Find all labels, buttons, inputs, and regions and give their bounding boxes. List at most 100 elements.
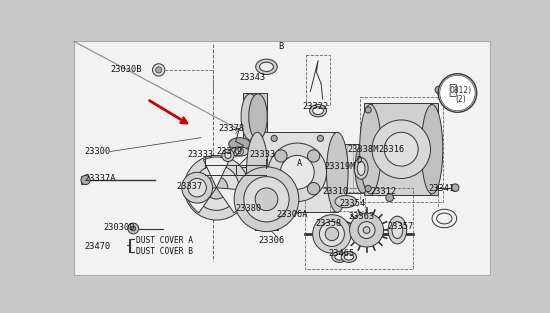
Circle shape <box>307 182 320 195</box>
Circle shape <box>131 226 135 231</box>
Bar <box>364 182 372 195</box>
Text: 23300: 23300 <box>84 147 110 156</box>
Bar <box>364 103 372 117</box>
Circle shape <box>363 227 370 233</box>
Text: 23306: 23306 <box>258 236 284 244</box>
Text: A: A <box>297 159 302 167</box>
Ellipse shape <box>256 59 277 74</box>
Ellipse shape <box>260 62 273 71</box>
Text: 23338M: 23338M <box>348 146 379 155</box>
Circle shape <box>184 155 249 220</box>
Text: 23470: 23470 <box>84 243 110 252</box>
Circle shape <box>236 148 243 155</box>
Text: 23358: 23358 <box>315 219 341 228</box>
Circle shape <box>182 172 213 203</box>
Text: 23378: 23378 <box>219 124 245 133</box>
Ellipse shape <box>312 107 323 115</box>
Circle shape <box>312 215 351 253</box>
Ellipse shape <box>335 195 356 208</box>
Bar <box>301 144 363 193</box>
Circle shape <box>271 135 277 141</box>
Circle shape <box>451 184 459 192</box>
Ellipse shape <box>332 252 348 262</box>
Circle shape <box>194 165 239 210</box>
Ellipse shape <box>310 105 327 117</box>
Text: 23319M: 23319M <box>324 162 356 172</box>
Ellipse shape <box>355 144 371 193</box>
Circle shape <box>205 177 228 199</box>
Text: 23322: 23322 <box>302 102 329 111</box>
Text: 23030B: 23030B <box>110 65 142 74</box>
Bar <box>243 93 267 141</box>
Circle shape <box>325 227 339 241</box>
Text: (2): (2) <box>455 95 466 104</box>
Ellipse shape <box>249 94 267 140</box>
Text: 23354: 23354 <box>340 199 366 208</box>
Text: 23379: 23379 <box>217 147 243 156</box>
Bar <box>257 132 338 212</box>
Circle shape <box>128 223 139 234</box>
Ellipse shape <box>294 144 309 193</box>
Circle shape <box>438 74 477 112</box>
Ellipse shape <box>364 161 373 176</box>
Wedge shape <box>186 188 217 213</box>
Text: 23312: 23312 <box>371 187 397 196</box>
Circle shape <box>350 213 383 247</box>
Text: 23380: 23380 <box>236 204 262 213</box>
Ellipse shape <box>392 222 403 239</box>
Bar <box>431 182 438 195</box>
Circle shape <box>255 188 278 211</box>
Text: 23316: 23316 <box>378 146 404 155</box>
Text: DUST COVER B: DUST COVER B <box>136 247 194 256</box>
Text: 23333: 23333 <box>187 150 213 159</box>
Circle shape <box>156 67 162 73</box>
Circle shape <box>435 86 443 94</box>
Ellipse shape <box>354 158 368 179</box>
Text: B: B <box>278 42 283 51</box>
Text: 23306A: 23306A <box>277 210 308 219</box>
Ellipse shape <box>344 254 354 260</box>
Text: 23363: 23363 <box>349 212 375 221</box>
Ellipse shape <box>358 162 365 175</box>
Circle shape <box>268 143 327 202</box>
Ellipse shape <box>230 147 249 156</box>
Ellipse shape <box>246 132 268 212</box>
Ellipse shape <box>285 161 294 176</box>
Circle shape <box>275 182 287 195</box>
Circle shape <box>320 221 344 246</box>
Ellipse shape <box>421 105 443 194</box>
Circle shape <box>222 149 234 162</box>
Text: 23341: 23341 <box>428 184 454 193</box>
Ellipse shape <box>388 216 406 244</box>
Bar <box>306 54 331 105</box>
Ellipse shape <box>327 132 348 212</box>
Circle shape <box>384 132 418 166</box>
Text: 23343: 23343 <box>240 73 266 82</box>
Circle shape <box>365 107 371 113</box>
Ellipse shape <box>341 252 356 262</box>
Text: 23030D: 23030D <box>103 223 135 232</box>
Circle shape <box>225 152 231 158</box>
Bar <box>431 103 438 117</box>
Bar <box>234 167 299 178</box>
Bar <box>371 103 432 195</box>
Text: 23337: 23337 <box>177 182 202 191</box>
Circle shape <box>317 135 323 141</box>
Ellipse shape <box>229 138 250 150</box>
Ellipse shape <box>241 94 260 140</box>
Circle shape <box>81 175 90 185</box>
Text: D: D <box>356 156 362 165</box>
Circle shape <box>307 150 320 162</box>
Text: 23337A: 23337A <box>84 174 115 183</box>
Circle shape <box>365 185 371 192</box>
Text: 23357: 23357 <box>387 223 414 232</box>
Text: 23333: 23333 <box>250 150 276 159</box>
Circle shape <box>244 177 289 222</box>
Circle shape <box>280 155 314 189</box>
Circle shape <box>372 120 431 178</box>
Bar <box>305 188 412 269</box>
Text: 23465: 23465 <box>329 249 355 258</box>
Circle shape <box>234 167 299 232</box>
Circle shape <box>275 150 287 162</box>
Text: 23310: 23310 <box>323 187 349 196</box>
